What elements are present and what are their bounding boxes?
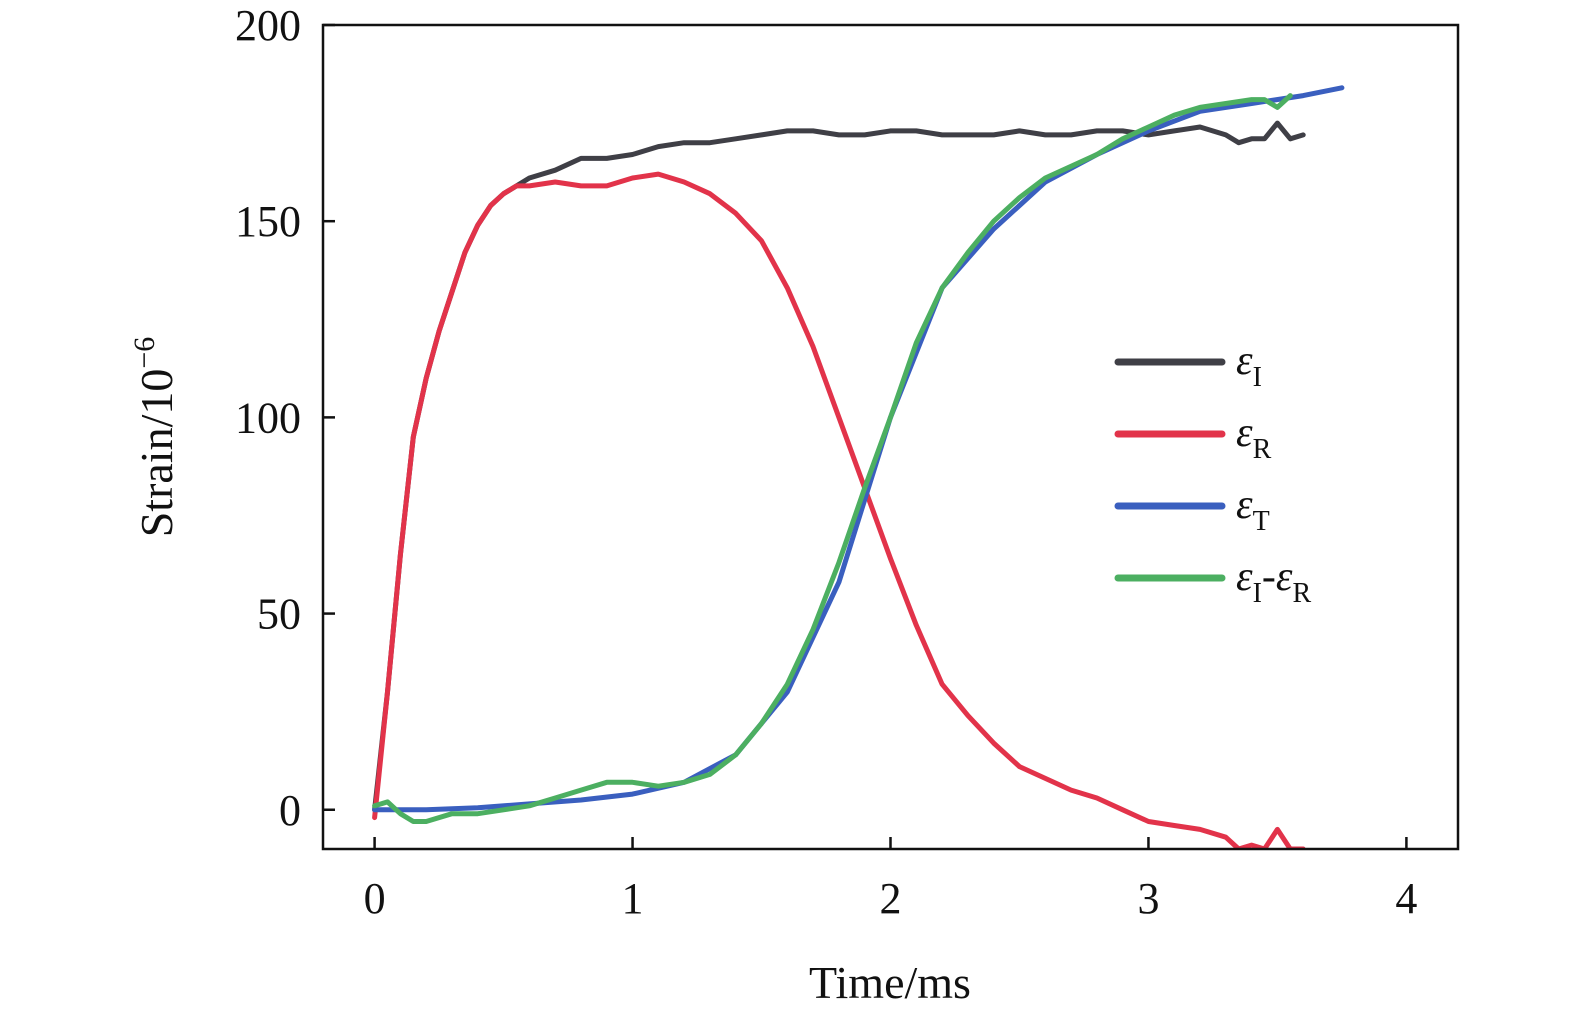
legend-symbol: ε	[1236, 482, 1253, 528]
y-tick-label: 200	[235, 1, 301, 50]
legend-symbol: ε	[1236, 410, 1253, 456]
legend-symbol: -ε	[1262, 554, 1293, 600]
tick-labels-layer: 0 1 2 3 4 0 50 100 150 200	[235, 1, 1417, 923]
legend-label-eps-r: εR	[1236, 410, 1272, 465]
legend-label-eps-i-minus-eps-r: εI-εR	[1236, 554, 1311, 609]
y-tick-label: 150	[235, 197, 301, 246]
y-axis-title-base: Strain/10	[131, 369, 182, 538]
legend-subscript: R	[1292, 578, 1311, 609]
legend-symbol: ε	[1236, 338, 1253, 384]
ticks-layer	[323, 23, 1408, 849]
y-axis-title: Strain/10−6	[128, 337, 182, 538]
x-tick-label: 2	[880, 874, 902, 923]
x-tick-label: 1	[622, 874, 644, 923]
legend-subscript: R	[1253, 434, 1272, 465]
series-line-eps-t	[372, 85, 1345, 813]
y-tick-label: 0	[279, 786, 301, 835]
legend-label-eps-i: εI	[1236, 338, 1262, 393]
series-line-eps-i-minus-eps-r	[372, 93, 1293, 824]
legend-label-eps-t: εT	[1236, 482, 1270, 537]
x-tick-label: 0	[364, 874, 386, 923]
y-tick-label: 50	[257, 590, 301, 639]
y-axis-title-exponent: −6	[128, 337, 161, 369]
series-layer	[372, 85, 1345, 849]
legend-symbol: ε	[1236, 554, 1253, 600]
series-line-eps-r	[372, 171, 1306, 849]
series-line-eps-i	[372, 120, 1306, 813]
x-tick-label: 3	[1137, 874, 1159, 923]
legend-subscript: I	[1253, 578, 1262, 609]
legend-subscript: I	[1253, 362, 1262, 393]
y-tick-label: 100	[235, 393, 301, 442]
plot-frame	[321, 23, 1460, 851]
x-tick-label: 4	[1395, 874, 1417, 923]
legend-subscript: T	[1253, 506, 1270, 537]
x-axis-title: Time/ms	[809, 957, 971, 1008]
